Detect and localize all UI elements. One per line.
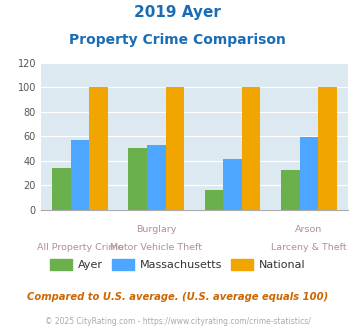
Bar [204,190,223,210]
Bar [147,145,165,210]
Text: © 2025 CityRating.com - https://www.cityrating.com/crime-statistics/: © 2025 CityRating.com - https://www.city… [45,317,310,326]
Text: 2019 Ayer: 2019 Ayer [134,5,221,20]
Text: All Property Crime: All Property Crime [37,243,123,251]
Bar [128,148,147,210]
Bar [318,87,337,210]
Bar [52,168,71,210]
Bar [223,159,242,210]
Bar [300,137,318,210]
Text: Motor Vehicle Theft: Motor Vehicle Theft [110,243,202,251]
Bar [89,87,108,210]
Bar [242,87,261,210]
Text: Larceny & Theft: Larceny & Theft [271,243,346,251]
Bar [281,170,300,210]
Text: Burglary: Burglary [136,225,176,234]
Legend: Ayer, Massachusetts, National: Ayer, Massachusetts, National [45,255,310,275]
Bar [165,87,184,210]
Text: Arson: Arson [295,225,322,234]
Text: Compared to U.S. average. (U.S. average equals 100): Compared to U.S. average. (U.S. average … [27,292,328,302]
Bar [71,140,89,210]
Text: Property Crime Comparison: Property Crime Comparison [69,33,286,47]
